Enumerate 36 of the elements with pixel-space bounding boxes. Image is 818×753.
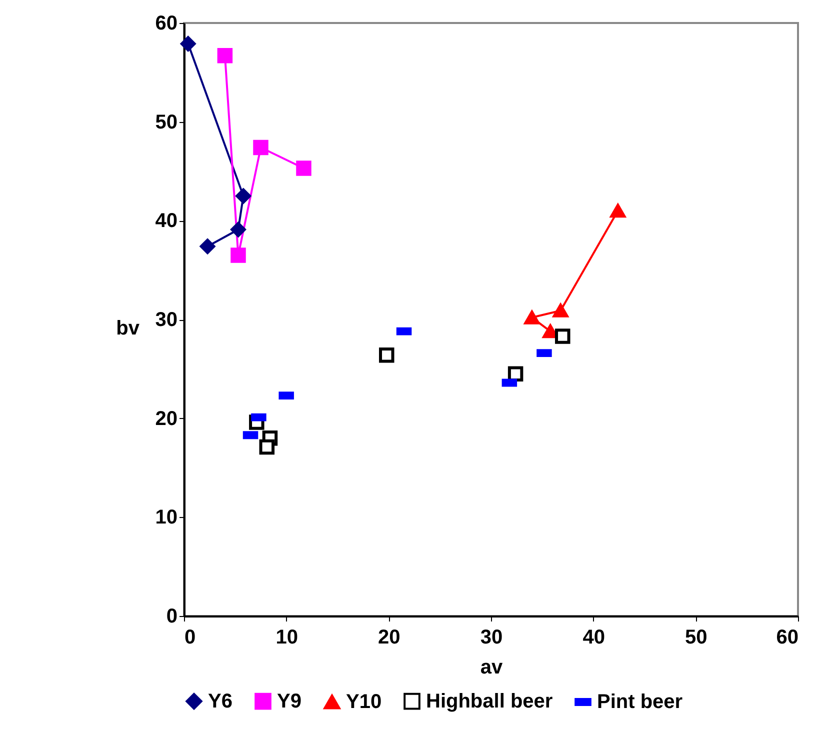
y-tick-label: 0 bbox=[166, 606, 178, 628]
x-axis-title: av bbox=[480, 656, 504, 678]
x-tick-label: 40 bbox=[582, 626, 605, 648]
y-tick-label: 20 bbox=[155, 408, 178, 430]
y-tick-label: 40 bbox=[155, 210, 178, 232]
y-tick-label: 60 bbox=[155, 12, 178, 34]
point bbox=[180, 36, 196, 52]
x-tick-label: 30 bbox=[480, 626, 503, 648]
point bbox=[217, 48, 233, 64]
y-tick-label: 30 bbox=[155, 309, 178, 331]
y-tick-label: 10 bbox=[155, 506, 178, 529]
point bbox=[552, 304, 568, 318]
point bbox=[230, 248, 246, 263]
legend-label: Y10 bbox=[346, 690, 382, 713]
legend-label: Highball beer bbox=[426, 690, 553, 712]
point bbox=[253, 140, 268, 156]
point bbox=[524, 310, 540, 324]
point bbox=[230, 222, 246, 238]
legend-label: Y6 bbox=[208, 690, 232, 712]
point bbox=[236, 188, 251, 204]
y-axis-title: bv bbox=[116, 318, 140, 340]
point bbox=[378, 347, 394, 363]
x-tick-label: 20 bbox=[378, 626, 400, 648]
legend-label: Y9 bbox=[277, 690, 302, 712]
x-tick-label: 10 bbox=[276, 626, 298, 648]
point bbox=[555, 328, 570, 344]
point bbox=[200, 238, 216, 254]
y-tick-label: 50 bbox=[155, 111, 178, 134]
point bbox=[508, 366, 524, 382]
legend-label: Pint beer bbox=[597, 691, 683, 713]
point bbox=[296, 160, 312, 176]
point bbox=[259, 439, 275, 455]
x-tick-label: 0 bbox=[184, 626, 196, 648]
x-tick-label: 60 bbox=[776, 626, 798, 648]
point bbox=[610, 204, 626, 218]
x-tick-label: 50 bbox=[685, 626, 708, 648]
